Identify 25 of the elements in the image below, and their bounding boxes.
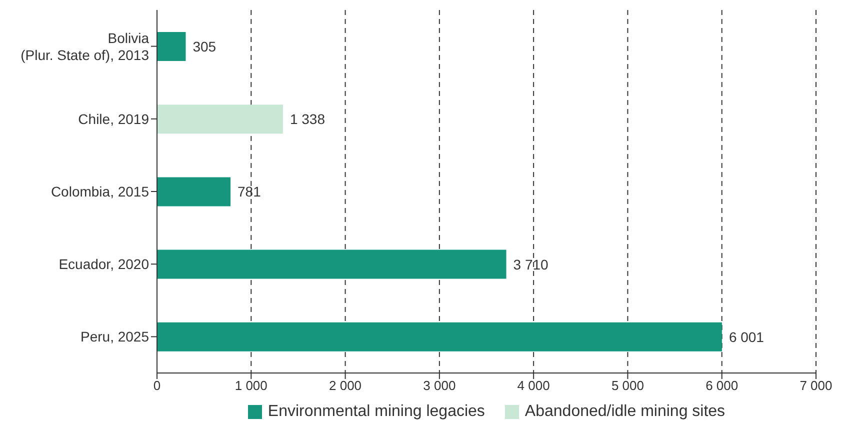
x-tick-label: 4 000 [517, 378, 550, 394]
x-tick-label: 2 000 [329, 378, 362, 394]
bar [157, 322, 722, 352]
x-tick-label: 3 000 [423, 378, 456, 394]
legend-label: Environmental mining legacies [266, 403, 485, 421]
data-label: 6 001 [728, 328, 764, 345]
y-tick-label: Chile, 2019 [78, 110, 150, 127]
x-tick-label: 6 000 [706, 378, 738, 394]
x-tick-label: 7 000 [800, 378, 832, 394]
y-tick-label: Peru, 2025 [80, 328, 150, 345]
x-tick-label: 1 000 [234, 378, 268, 394]
x-tick-label: 5 000 [611, 378, 644, 394]
data-label: 305 [192, 38, 216, 54]
data-label: 781 [238, 184, 262, 200]
data-label: 1 338 [290, 111, 326, 128]
bar [157, 32, 186, 61]
legend-label: Abandoned/idle mining sites [524, 403, 726, 421]
x-tick-label: 0 [153, 378, 161, 394]
data-label: 3 710 [513, 256, 549, 272]
y-tick-label: Ecuador, 2020 [58, 256, 150, 272]
bar [157, 104, 283, 134]
y-tick-label: Colombia, 2015 [50, 184, 150, 200]
bar [157, 250, 506, 279]
y-tick-label: Bolivia (Plur. State of), 2013 [20, 30, 150, 63]
bar [157, 177, 231, 206]
